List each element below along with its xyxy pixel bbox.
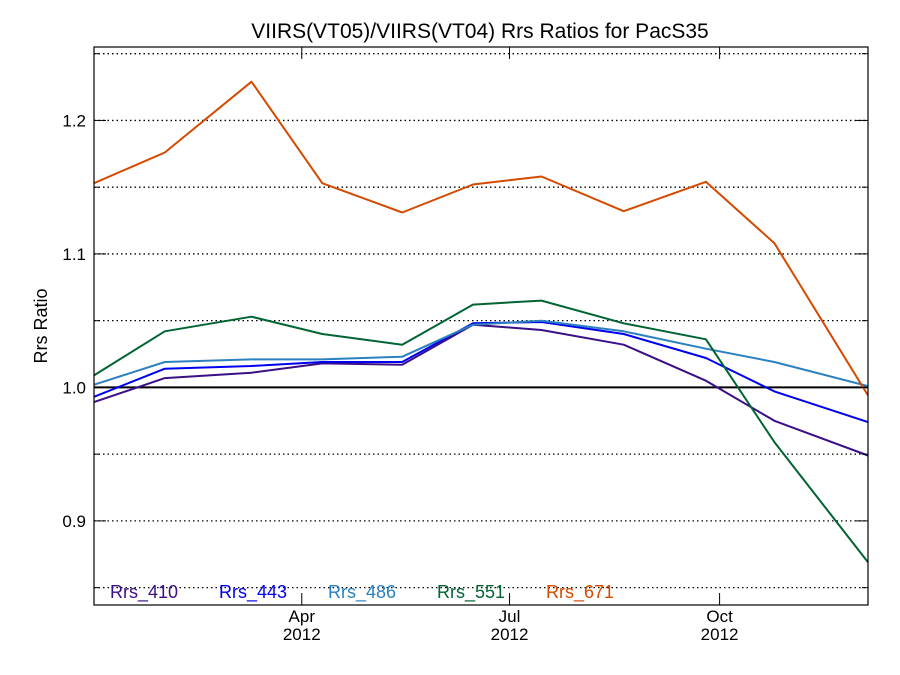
series-line-rrs-486 (93, 319, 869, 388)
legend-label-rrs-486: Rrs_486 (328, 582, 396, 603)
series-line-rrs-443 (93, 321, 869, 424)
y-axis-label: Rrs Ratio (31, 288, 51, 363)
y-tick-label: 1.0 (62, 378, 86, 397)
legend-label-rrs-551: Rrs_551 (437, 582, 505, 603)
chart-title: VIIRS(VT05)/VIIRS(VT04) Rrs Ratios for P… (251, 20, 708, 43)
x-tick-label-year: 2012 (491, 625, 529, 644)
y-tick-label: 1.1 (62, 245, 86, 264)
axis-ticks (94, 47, 868, 605)
grid-lines (94, 53, 868, 589)
series-lines (93, 80, 869, 563)
x-tick-label-month: Oct (706, 607, 733, 626)
plot-frame (93, 46, 869, 606)
legend-label-rrs-671: Rrs_671 (546, 582, 614, 603)
legend-label-rrs-410: Rrs_410 (110, 582, 178, 603)
x-tick-label-month: Jul (499, 607, 521, 626)
x-tick-label-year: 2012 (283, 625, 321, 644)
legend-label-rrs-443: Rrs_443 (219, 582, 287, 603)
series-line-rrs-671 (93, 80, 869, 396)
y-tick-label: 1.2 (62, 111, 86, 130)
legend: Rrs_410 Rrs_443 Rrs_486 Rrs_551 Rrs_671 (110, 582, 614, 603)
series-line-rrs-551 (93, 299, 869, 563)
x-tick-label-month: Apr (289, 607, 316, 626)
y-tick-labels: 0.9 1.0 1.1 1.2 (62, 111, 86, 530)
y-tick-label: 0.9 (62, 512, 86, 531)
series-line-rrs-410 (93, 323, 869, 457)
x-tick-label-year: 2012 (701, 625, 739, 644)
